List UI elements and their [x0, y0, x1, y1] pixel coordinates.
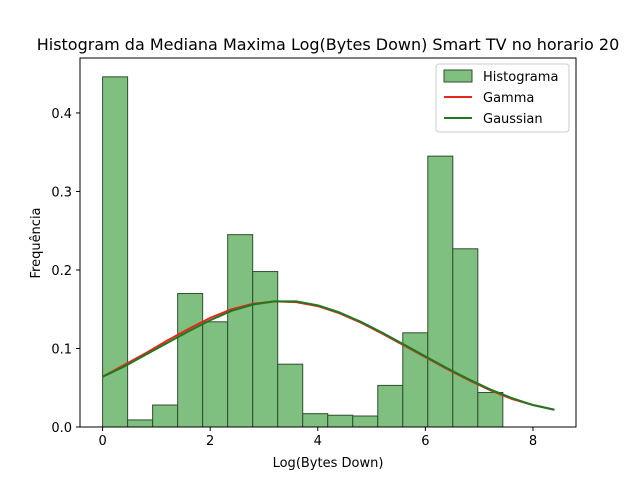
y-tick-label: 0.4 — [51, 107, 72, 122]
y-tick-label: 0.3 — [51, 185, 72, 200]
histogram-bar — [152, 404, 179, 428]
x-tick-label: 4 — [314, 434, 322, 449]
x-axis-ticks: 0 2 4 6 8 — [98, 427, 537, 449]
plot-area-frame — [79, 57, 577, 428]
series-line-gaussian — [102, 300, 555, 411]
histogram-bar — [352, 415, 379, 428]
histogram-bar — [127, 419, 154, 428]
histogram-bar — [452, 248, 479, 428]
x-tick-label: 8 — [529, 434, 537, 449]
y-tick-label: 0.2 — [51, 264, 72, 279]
x-tick-label: 6 — [421, 434, 429, 449]
histogram-bar — [377, 384, 404, 428]
legend-label-gamma: Gamma — [483, 91, 534, 106]
histogram-bar — [177, 293, 204, 428]
y-axis-label: Frequência — [29, 207, 44, 278]
chart-title: Histogram da Mediana Maxima Log(Bytes Do… — [37, 35, 620, 54]
histogram-bar — [402, 332, 429, 428]
histogram-bar — [102, 76, 129, 428]
histogram-bar — [202, 321, 229, 428]
fit-curves — [102, 300, 555, 411]
x-tick-label: 0 — [98, 434, 106, 449]
y-tick-label: 0.0 — [51, 421, 72, 436]
histogram-bar — [427, 155, 454, 428]
histogram-bar — [327, 414, 354, 428]
legend-label-histogram: Histograma — [483, 70, 558, 85]
histogram-bars — [102, 76, 504, 428]
histogram-bar — [302, 413, 329, 428]
histogram-bar — [252, 271, 279, 428]
legend-swatch-histogram — [443, 69, 473, 83]
x-tick-label: 2 — [206, 434, 214, 449]
histogram-bar — [277, 363, 304, 428]
chart-legend: Histograma Gamma Gaussian — [435, 63, 570, 133]
histogram-bar — [227, 234, 254, 428]
x-axis-label: Log(Bytes Down) — [273, 456, 384, 471]
y-tick-label: 0.1 — [51, 342, 72, 357]
y-axis-ticks: 0.0 0.1 0.2 0.3 0.4 — [51, 107, 80, 436]
legend-label-gaussian: Gaussian — [483, 112, 543, 127]
histogram-bar — [477, 391, 504, 428]
